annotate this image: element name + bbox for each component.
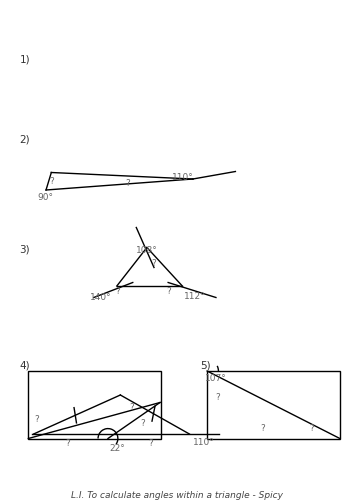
Bar bbox=[28, 371, 161, 438]
Text: ?: ? bbox=[215, 392, 220, 402]
Text: 107°: 107° bbox=[205, 374, 226, 383]
Text: L.I. To calculate angles within a triangle - Spicy: L.I. To calculate angles within a triang… bbox=[71, 491, 283, 500]
Bar bbox=[207, 371, 340, 438]
Text: ?: ? bbox=[65, 439, 70, 448]
Text: 140°: 140° bbox=[90, 293, 112, 302]
Text: ?: ? bbox=[310, 424, 314, 433]
Text: ?: ? bbox=[126, 179, 130, 188]
Text: 108°: 108° bbox=[136, 246, 158, 255]
Text: ?: ? bbox=[166, 288, 171, 296]
Text: ?: ? bbox=[152, 259, 156, 268]
Text: 22°: 22° bbox=[110, 444, 125, 453]
Text: 110°: 110° bbox=[172, 172, 193, 182]
Text: ?: ? bbox=[260, 424, 265, 433]
Text: 110°: 110° bbox=[193, 438, 215, 447]
Text: ?: ? bbox=[50, 176, 54, 186]
Text: ?: ? bbox=[149, 439, 153, 448]
Text: 1): 1) bbox=[19, 54, 30, 64]
Text: 90°: 90° bbox=[37, 192, 53, 202]
Text: 4): 4) bbox=[19, 360, 30, 370]
Text: ?: ? bbox=[115, 288, 120, 296]
Text: 5): 5) bbox=[200, 360, 211, 370]
Text: ?: ? bbox=[35, 415, 39, 424]
Text: 2): 2) bbox=[19, 134, 30, 144]
Text: 112°: 112° bbox=[184, 292, 206, 301]
Text: ?: ? bbox=[140, 419, 144, 428]
Text: ?: ? bbox=[129, 402, 134, 411]
Text: 3): 3) bbox=[19, 244, 30, 254]
